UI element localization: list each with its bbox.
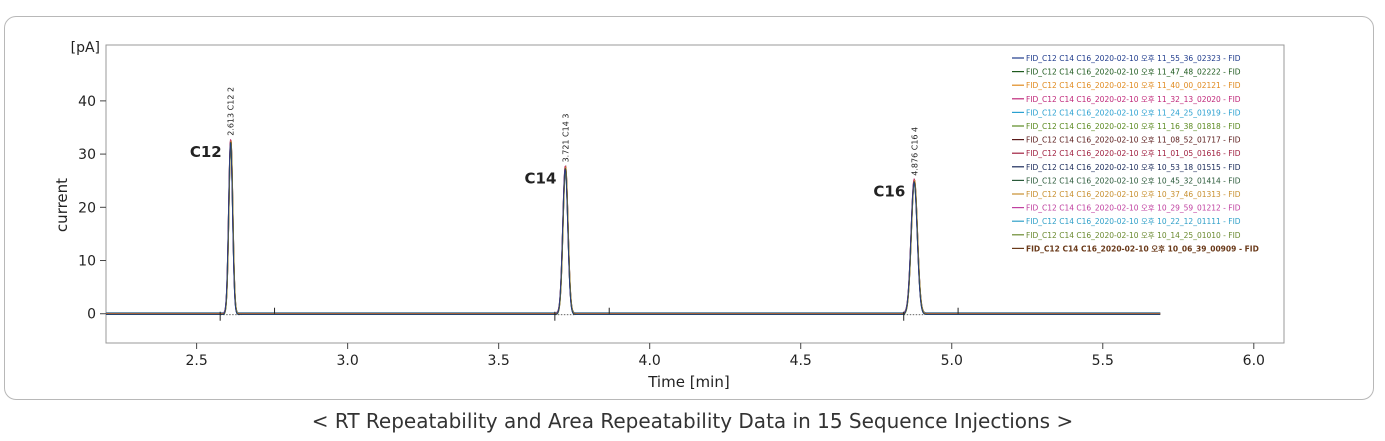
x-tick-label: 6.0 [1243,353,1265,369]
y-tick-label: 10 [78,254,96,270]
series-trace [106,141,1161,316]
x-axis-label: Time [min] [647,373,729,391]
series-trace [106,142,1161,316]
series-trace [106,141,1161,314]
legend-entry: FID_C12 C14 C16_2020-02-10 오후 11_01_05_0… [1026,149,1241,158]
legend-entry: FID_C12 C14 C16_2020-02-10 오후 11_16_38_0… [1026,122,1241,131]
chromatogram-chart: 0 10 20 30 40 2.5 3.0 3.5 4.0 4.5 5.0 5.5 6.0 [pA] cur… [53,40,1285,391]
chart-frame [4,16,1374,400]
legend-entry: FID_C12 C14 C16_2020-02-10 오후 10_37_46_0… [1026,190,1241,199]
peak-annotation: 2.613 C12 2 [227,87,236,136]
series-trace [106,140,1161,315]
series-trace [106,139,1161,315]
legend-entry: FID_C12 C14 C16_2020-02-10 오후 10_29_59_0… [1026,204,1241,213]
y-axis-unit: [pA] [71,40,100,56]
legend-entry: FID_C12 C14 C16_2020-02-10 오후 10_06_39_0… [1026,243,1259,253]
series-trace [106,141,1161,315]
x-tick-label: 3.5 [488,353,510,369]
peak-label: C12 [190,143,222,161]
figure-caption: < RT Repeatability and Area Repeatabilit… [311,409,1074,433]
y-tick-label: 30 [78,147,96,163]
legend-entry: FID_C12 C14 C16_2020-02-10 오후 11_47_48_0… [1026,68,1241,77]
y-tick-label: 40 [78,94,96,110]
legend-entry: FID_C12 C14 C16_2020-02-10 오후 10_22_12_0… [1026,217,1241,226]
peak-label: C16 [873,183,905,201]
series-trace [106,139,1161,314]
x-tick-label: 4.0 [639,353,661,369]
y-tick-label: 0 [87,307,96,323]
series-trace [106,139,1161,314]
series-trace [106,140,1161,315]
peak-annotation: 3.721 C14 3 [561,114,570,163]
x-tick-label: 3.0 [337,353,359,369]
peak-label: C14 [525,169,557,187]
series-trace [106,140,1161,314]
legend-entry: FID_C12 C14 C16_2020-02-10 오후 11_40_00_0… [1026,81,1241,90]
x-tick-label: 5.0 [941,353,963,369]
legend-entry: FID_C12 C14 C16_2020-02-10 오후 10_53_18_0… [1026,163,1241,172]
x-tick-label: 5.5 [1092,353,1114,369]
series-trace [106,141,1161,315]
series-trace [106,142,1161,316]
series-trace [106,141,1161,314]
y-tick-label: 20 [78,200,96,216]
peak-annotation: 4.876 C16 4 [910,127,919,176]
y-axis-label: current [53,178,71,232]
legend-entry: FID_C12 C14 C16_2020-02-10 오후 11_08_52_0… [1026,136,1241,145]
x-tick-label: 4.5 [790,353,812,369]
legend-entry: FID_C12 C14 C16_2020-02-10 오후 10_14_25_0… [1026,231,1241,240]
legend-entry: FID_C12 C14 C16_2020-02-10 오후 10_45_32_0… [1026,176,1241,185]
series-trace [106,140,1161,315]
x-tick-label: 2.5 [185,353,207,369]
series-trace [106,141,1161,314]
legend-entry: FID_C12 C14 C16_2020-02-10 오후 11_55_36_0… [1026,54,1241,63]
plot-area [105,44,1285,344]
legend-entry: FID_C12 C14 C16_2020-02-10 오후 11_32_13_0… [1026,95,1241,104]
legend-entry: FID_C12 C14 C16_2020-02-10 오후 11_24_25_0… [1026,108,1241,117]
